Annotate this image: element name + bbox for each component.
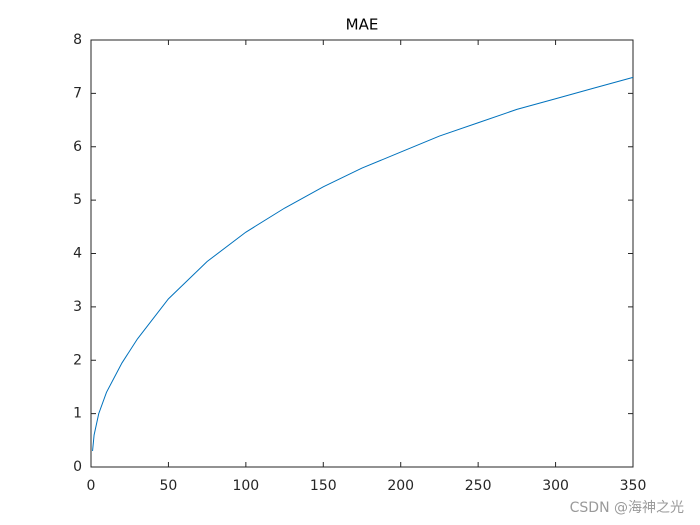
y-tick-label: 2: [73, 352, 82, 368]
watermark: CSDN @海神之光: [570, 500, 684, 516]
line-series: [92, 76, 634, 452]
x-tick-label: 150: [310, 478, 337, 494]
x-tick-label: 50: [160, 478, 178, 494]
y-tick-label: 3: [73, 299, 82, 315]
x-tick-label: 350: [620, 478, 647, 494]
y-tick-label: 4: [73, 246, 82, 262]
chart-title: MAE: [346, 16, 379, 34]
y-tick-label: 0: [73, 459, 82, 475]
y-tick-label: 6: [73, 139, 82, 155]
y-tick-label: 5: [73, 192, 82, 208]
x-tick-label: 250: [465, 478, 492, 494]
x-tick-label: 0: [87, 478, 96, 494]
plot-area: [90, 39, 634, 468]
y-tick-label: 7: [73, 85, 82, 101]
x-tick-label: 100: [232, 478, 259, 494]
y-tick-label: 1: [73, 406, 82, 422]
y-tick-label: 8: [73, 32, 82, 48]
x-tick-label: 200: [387, 478, 414, 494]
x-tick-label: 300: [542, 478, 569, 494]
